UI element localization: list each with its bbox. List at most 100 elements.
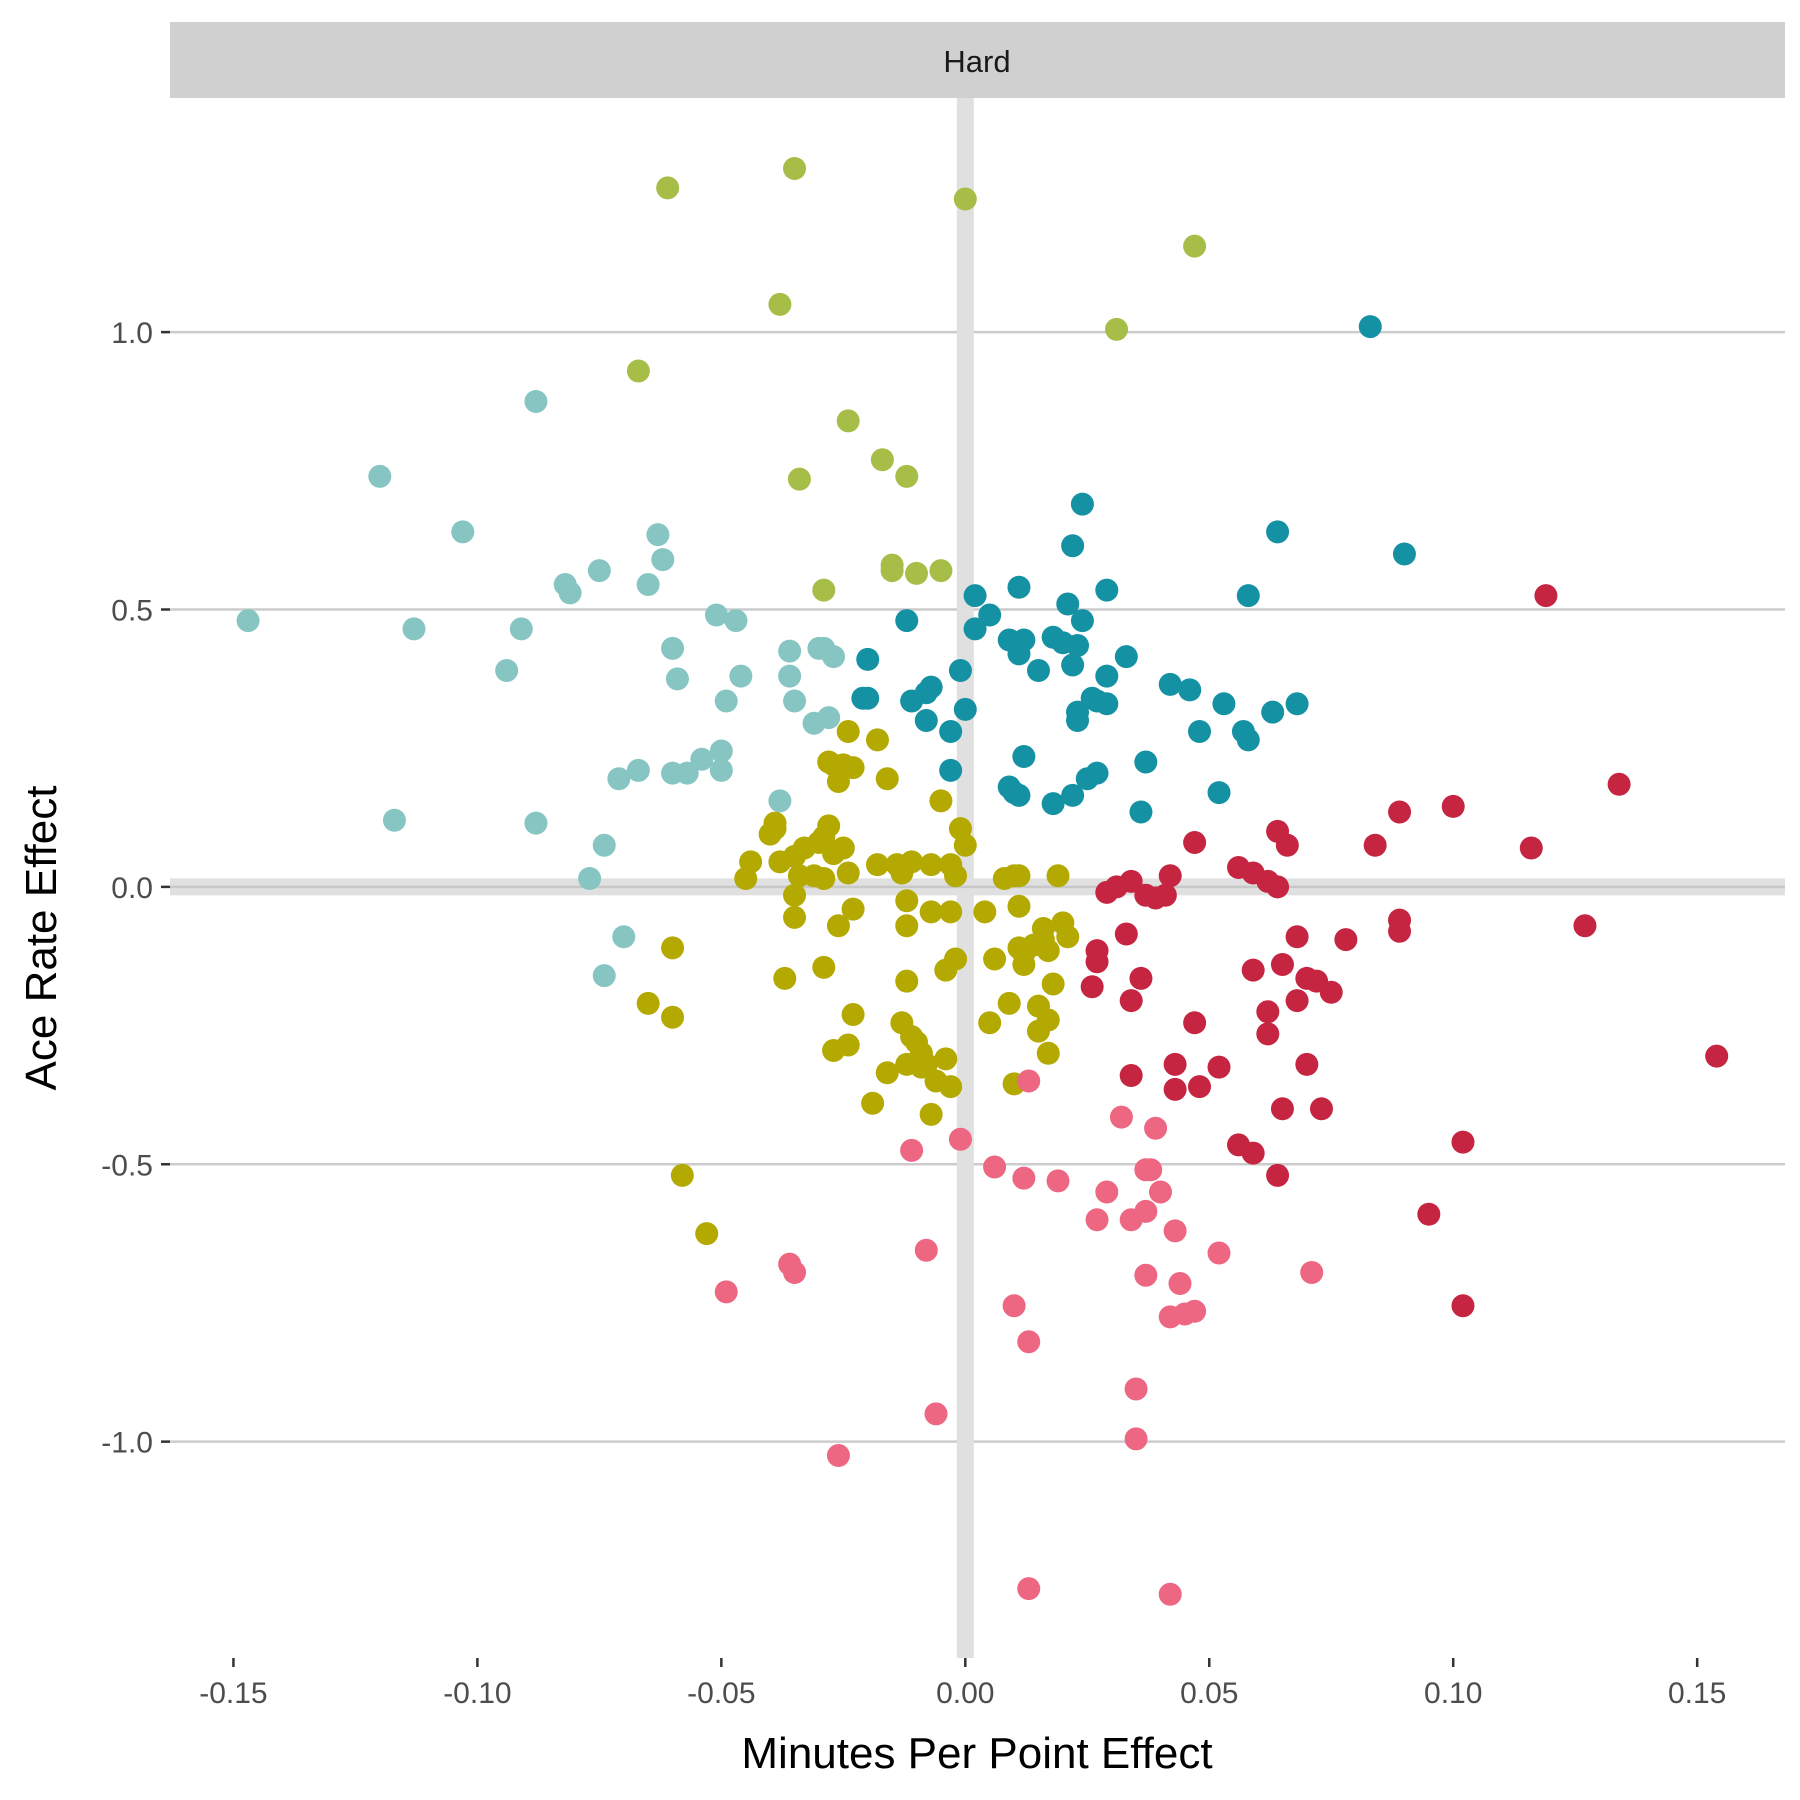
data-point: [895, 969, 919, 993]
data-point: [714, 1280, 738, 1304]
data-point: [1519, 836, 1543, 860]
data-points: [236, 156, 1729, 1606]
data-point: [822, 1039, 846, 1063]
data-point: [836, 720, 860, 744]
data-point: [1056, 592, 1080, 616]
data-point: [1270, 953, 1294, 977]
data-point: [948, 1127, 972, 1151]
data-point: [783, 689, 807, 713]
x-tick-label: -0.05: [687, 1677, 755, 1710]
data-point: [1241, 1141, 1265, 1165]
data-point: [1070, 609, 1094, 633]
data-point: [895, 914, 919, 938]
data-point: [1017, 1069, 1041, 1093]
data-point: [651, 548, 675, 572]
data-point: [1007, 864, 1031, 888]
data-point: [1124, 1427, 1148, 1451]
data-point: [1085, 1208, 1109, 1232]
x-tick-label: -0.10: [443, 1677, 511, 1710]
data-point: [1124, 1377, 1148, 1401]
data-point: [914, 708, 938, 732]
data-point: [919, 1102, 943, 1126]
data-point: [783, 156, 807, 180]
data-point: [1026, 1019, 1050, 1043]
data-point: [1270, 1097, 1294, 1121]
data-point: [919, 853, 943, 877]
data-point: [704, 603, 728, 627]
data-point: [636, 573, 660, 597]
y-tick-label: 0.0: [111, 872, 153, 905]
data-point: [1300, 1260, 1324, 1284]
data-point: [636, 991, 660, 1015]
data-point: [973, 900, 997, 924]
data-point: [451, 520, 475, 544]
data-point: [939, 758, 963, 782]
data-point: [934, 958, 958, 982]
data-point: [1212, 692, 1236, 716]
data-point: [983, 1155, 1007, 1179]
data-point: [1139, 1158, 1163, 1182]
data-point: [909, 1055, 933, 1079]
data-point: [865, 728, 889, 752]
data-point: [1046, 1169, 1070, 1193]
data-point: [1388, 800, 1412, 824]
data-point: [695, 1222, 719, 1246]
data-point: [1007, 894, 1031, 918]
data-point: [953, 187, 977, 211]
data-point: [1134, 1199, 1158, 1223]
data-point: [924, 1402, 948, 1426]
data-point: [1261, 700, 1285, 724]
data-point: [783, 883, 807, 907]
data-point: [592, 964, 616, 988]
data-point: [953, 833, 977, 857]
data-point: [1061, 534, 1085, 558]
data-point: [978, 1011, 1002, 1035]
data-point: [919, 900, 943, 924]
data-point: [1114, 922, 1138, 946]
data-point: [948, 659, 972, 683]
data-point: [1441, 794, 1465, 818]
data-point: [1285, 692, 1309, 716]
data-point: [900, 1138, 924, 1162]
x-tick-label: 0.15: [1668, 1677, 1726, 1710]
data-point: [646, 523, 670, 547]
data-point: [661, 936, 685, 960]
data-point: [1114, 645, 1138, 669]
data-point: [870, 448, 894, 472]
data-point: [758, 822, 782, 846]
data-point: [1061, 783, 1085, 807]
data-point: [1012, 745, 1036, 769]
data-point: [592, 833, 616, 857]
data-point: [963, 617, 987, 641]
data-point: [509, 617, 533, 641]
data-point: [1163, 1219, 1187, 1243]
data-point: [1085, 950, 1109, 974]
data-point: [1188, 720, 1212, 744]
data-point: [1285, 989, 1309, 1013]
data-point: [558, 581, 582, 605]
data-point: [1007, 642, 1031, 666]
data-point: [768, 850, 792, 874]
data-point: [773, 966, 797, 990]
data-point: [929, 559, 953, 583]
data-point: [900, 850, 924, 874]
data-point: [1085, 761, 1109, 785]
data-point: [587, 559, 611, 583]
data-point: [787, 467, 811, 491]
data-point: [1041, 792, 1065, 816]
data-point: [1017, 1330, 1041, 1354]
data-point: [895, 889, 919, 913]
x-axis-title: Minutes Per Point Effect: [741, 1729, 1212, 1778]
data-point: [895, 609, 919, 633]
y-tick-label: -0.5: [101, 1149, 153, 1182]
data-point: [841, 897, 865, 921]
axis-ticks: -0.15 -0.10 -0.05 0.00 0.05 0.10 0.15 -1.0 -0.5 0…: [101, 317, 1726, 1710]
data-point: [1070, 492, 1094, 516]
data-point: [934, 1047, 958, 1071]
data-point: [1158, 1582, 1182, 1606]
data-point: [1534, 584, 1558, 608]
data-point: [1183, 830, 1207, 854]
data-point: [495, 659, 519, 683]
data-point: [382, 808, 406, 832]
data-point: [1183, 234, 1207, 258]
